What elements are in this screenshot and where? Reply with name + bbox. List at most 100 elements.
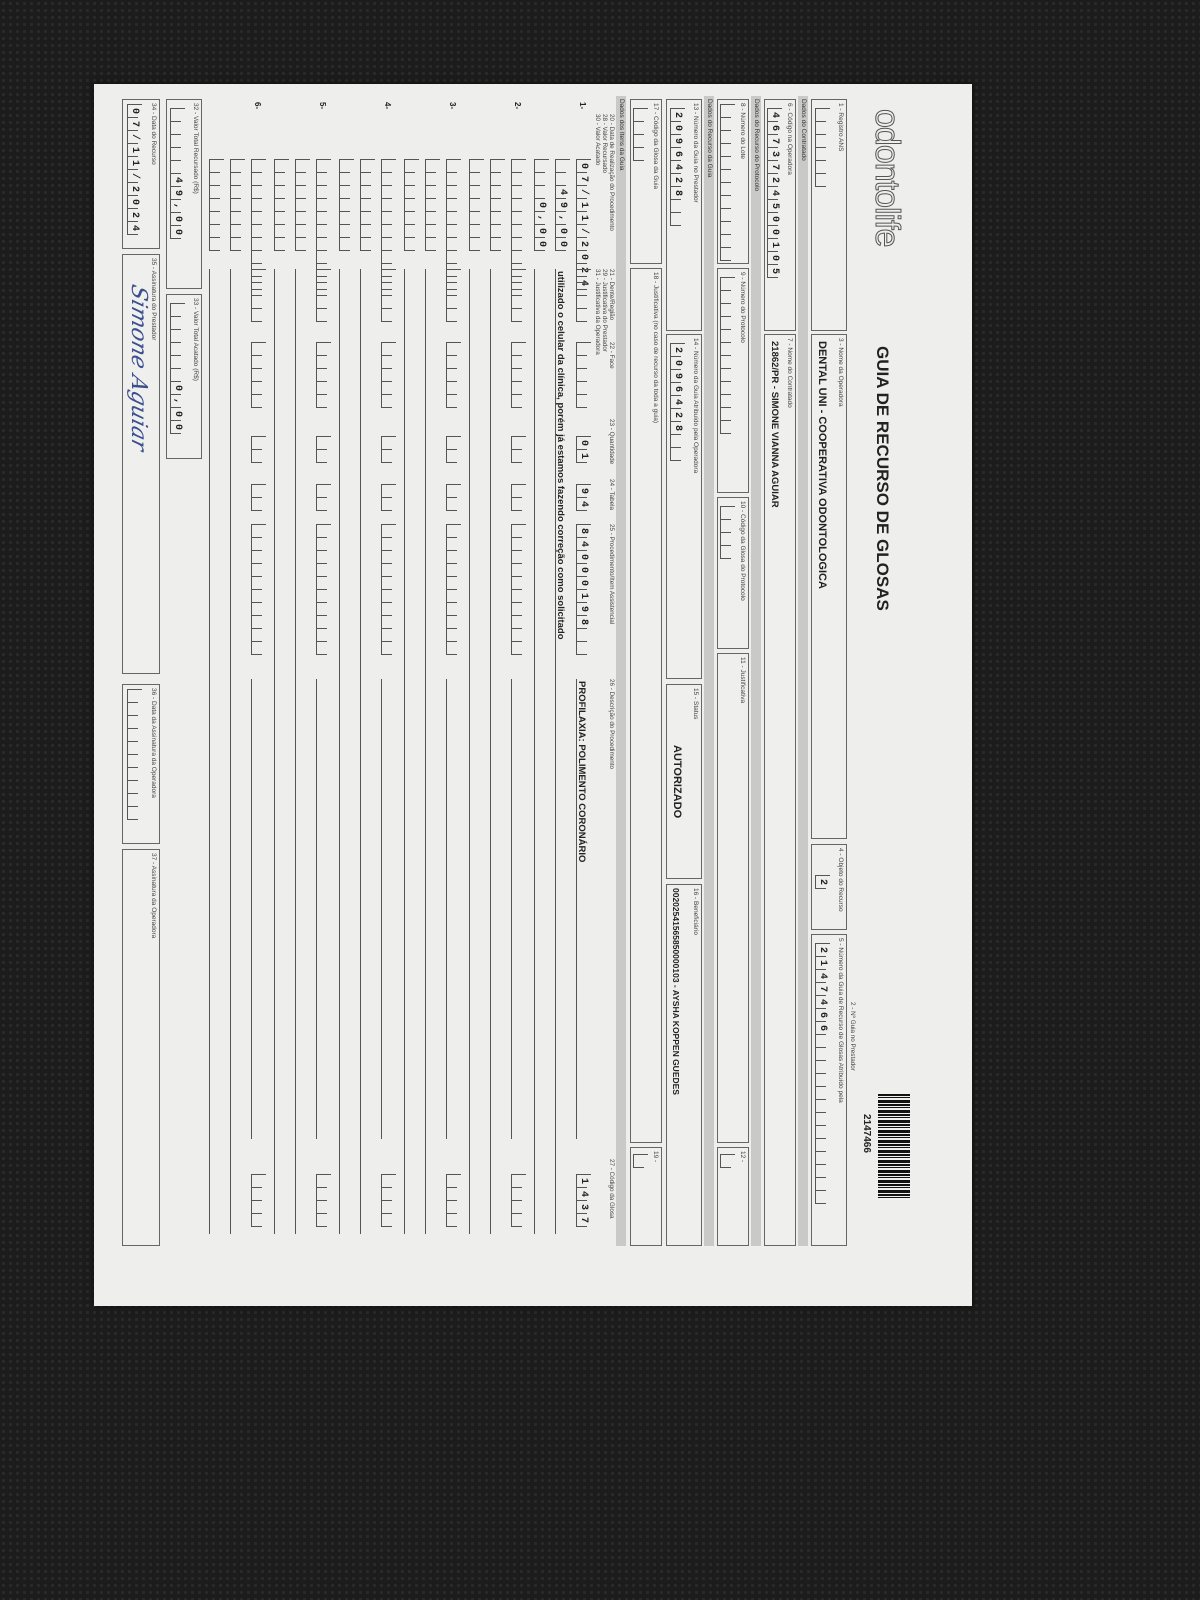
dente-field[interactable] xyxy=(576,269,591,322)
justificativa-prestador-field[interactable] xyxy=(425,269,426,1234)
tabela-field[interactable] xyxy=(511,484,526,511)
face-field[interactable] xyxy=(251,342,266,408)
face-field[interactable] xyxy=(381,342,396,408)
quantidade-field[interactable] xyxy=(511,436,526,463)
descricao-field[interactable] xyxy=(511,679,512,1139)
valor-acatado-field[interactable] xyxy=(469,159,484,251)
justificativa-protocolo-field[interactable]: 11 - Justificativa xyxy=(717,653,749,1143)
dente-field[interactable] xyxy=(446,269,461,322)
registro-ans-field[interactable]: 1 - Registro ANS xyxy=(811,99,847,331)
campo-19-field[interactable]: 19 - xyxy=(630,1147,662,1246)
digit-field[interactable]: 2096428 xyxy=(670,108,685,226)
guia-prestador-field[interactable]: 13 - Número da Guia no Prestador 2096428 xyxy=(666,99,702,331)
procedimento-field[interactable]: 84000198 xyxy=(576,524,591,655)
valor-recursado-field[interactable]: 49,00 xyxy=(555,159,570,254)
procedimento-field[interactable] xyxy=(511,524,526,655)
nome-contratado-field[interactable]: 7 - Nome do Contratado 21862/PR - SIMONE… xyxy=(764,334,796,1246)
justificativa-guia-field[interactable]: 18 - Justificativa (no caso de recurso d… xyxy=(630,268,662,1143)
valor-acatado-field[interactable] xyxy=(209,159,224,251)
valor-total-acatado-field[interactable]: 33 - Valor Total Acatado (R$) 0,00 xyxy=(166,294,202,459)
numero-lote-field[interactable]: 8 - Número do Lote xyxy=(717,99,749,264)
face-field[interactable] xyxy=(446,342,461,408)
procedimento-field[interactable] xyxy=(446,524,461,655)
face-field[interactable] xyxy=(316,342,331,408)
codigo-glosa-field[interactable] xyxy=(316,1174,331,1227)
valor-recursado-field[interactable] xyxy=(295,159,310,251)
procedimento-field[interactable] xyxy=(251,524,266,655)
codigo-glosa-field[interactable] xyxy=(446,1174,461,1227)
quantidade-field[interactable] xyxy=(381,436,396,463)
dente-field[interactable] xyxy=(511,269,526,322)
justificativa-operadora-field[interactable] xyxy=(534,269,535,1234)
quantidade-field[interactable]: 01 xyxy=(576,436,591,466)
digit-field[interactable] xyxy=(720,506,735,559)
digit-field[interactable] xyxy=(720,1154,735,1168)
data-assinatura-operadora-field[interactable]: 36 - Data da Assinatura da Operadora xyxy=(122,684,160,844)
digit-field[interactable]: 0,00 xyxy=(170,303,185,437)
descricao-field[interactable] xyxy=(446,679,447,1139)
justificativa-operadora-field[interactable] xyxy=(339,269,340,1234)
codigo-glosa-guia-field[interactable]: 17 - Código da Glosa da Guia xyxy=(630,99,662,264)
justificativa-prestador-field[interactable] xyxy=(360,269,361,1234)
data-recurso-field[interactable]: 34 - Data do Recurso 07/11/2024 xyxy=(122,99,160,249)
digit-field[interactable] xyxy=(815,108,830,187)
digit-field[interactable] xyxy=(633,108,648,161)
justificativa-prestador-field[interactable] xyxy=(295,269,296,1234)
codigo-glosa-field[interactable] xyxy=(511,1174,526,1227)
codigo-glosa-field[interactable] xyxy=(381,1174,396,1227)
digit-field[interactable] xyxy=(720,104,735,261)
digit-field[interactable] xyxy=(633,1154,648,1168)
procedimento-field[interactable] xyxy=(316,524,331,655)
valor-acatado-field[interactable] xyxy=(274,159,289,251)
dente-field[interactable] xyxy=(316,269,331,322)
digit-field[interactable]: 2 xyxy=(815,875,830,892)
justificativa-prestador-field[interactable] xyxy=(490,269,491,1234)
justificativa-operadora-field[interactable] xyxy=(469,269,470,1234)
tabela-field[interactable] xyxy=(381,484,396,511)
digit-field[interactable]: 07/11/2024 xyxy=(127,104,142,238)
guia-operadora-field[interactable]: 14 - Número da Guia Atribuído pela Opera… xyxy=(666,334,702,679)
campo-12-field[interactable]: 12 - xyxy=(717,1147,749,1246)
tabela-field[interactable] xyxy=(446,484,461,511)
descricao-field[interactable] xyxy=(251,679,252,1139)
dente-field[interactable] xyxy=(381,269,396,322)
assinatura-operadora-field[interactable]: 37 - Assinatura da Operadora xyxy=(122,849,160,1246)
valor-recursado-field[interactable] xyxy=(490,159,505,251)
descricao-field[interactable] xyxy=(381,679,382,1139)
quantidade-field[interactable] xyxy=(251,436,266,463)
codigo-glosa-protocolo-field[interactable]: 10 - Código da Glosa do Protocolo xyxy=(717,497,749,649)
numero-guia-recurso-field[interactable]: 5 - Número da Guia de Recurso de Glosas … xyxy=(811,934,847,1246)
numero-protocolo-field[interactable]: 9 - Número do Protocolo xyxy=(717,268,749,493)
objeto-recurso-field[interactable]: 4 - Objeto do Recurso 2 xyxy=(811,844,847,930)
status-field[interactable]: 15 - Status AUTORIZADO xyxy=(666,684,702,879)
valor-recursado-field[interactable] xyxy=(360,159,375,251)
valor-recursado-field[interactable] xyxy=(230,159,245,251)
face-field[interactable] xyxy=(576,342,591,408)
descricao-field[interactable] xyxy=(316,679,317,1139)
codigo-glosa-field[interactable]: 1437 xyxy=(576,1174,591,1230)
justificativa-prestador-field[interactable] xyxy=(230,269,231,1234)
codigo-glosa-field[interactable] xyxy=(251,1174,266,1227)
digit-field[interactable]: 2147466 xyxy=(815,943,830,1204)
justificativa-operadora-field[interactable] xyxy=(209,269,210,1234)
justificativa-operadora-field[interactable] xyxy=(274,269,275,1234)
valor-acatado-field[interactable] xyxy=(404,159,419,251)
digit-field[interactable] xyxy=(127,689,142,820)
digit-field[interactable]: 2096428 xyxy=(670,343,685,461)
assinatura-prestador-field[interactable]: 35 - Assinatura do Prestador Simone Agui… xyxy=(122,254,160,674)
valor-acatado-field[interactable] xyxy=(339,159,354,251)
digit-field[interactable] xyxy=(720,277,735,434)
valor-recursado-field[interactable] xyxy=(425,159,440,251)
tabela-field[interactable]: 94 xyxy=(576,484,591,514)
quantidade-field[interactable] xyxy=(446,436,461,463)
procedimento-field[interactable] xyxy=(381,524,396,655)
codigo-operadora-field[interactable]: 6 - Código na Operadora 4673724500105 xyxy=(764,99,796,331)
digit-field[interactable]: 49,00 xyxy=(170,108,185,242)
tabela-field[interactable] xyxy=(316,484,331,511)
digit-field[interactable]: 4673724500105 xyxy=(767,108,782,281)
valor-acatado-field[interactable]: 0,00 xyxy=(534,159,549,254)
dente-field[interactable] xyxy=(251,269,266,322)
valor-total-recursado-field[interactable]: 32 - Valor Total Recursado (R$) 49,00 xyxy=(166,99,202,289)
tabela-field[interactable] xyxy=(251,484,266,511)
beneficiario-field[interactable]: 16 - Beneficiário 00202541565850000103 -… xyxy=(666,884,702,1246)
